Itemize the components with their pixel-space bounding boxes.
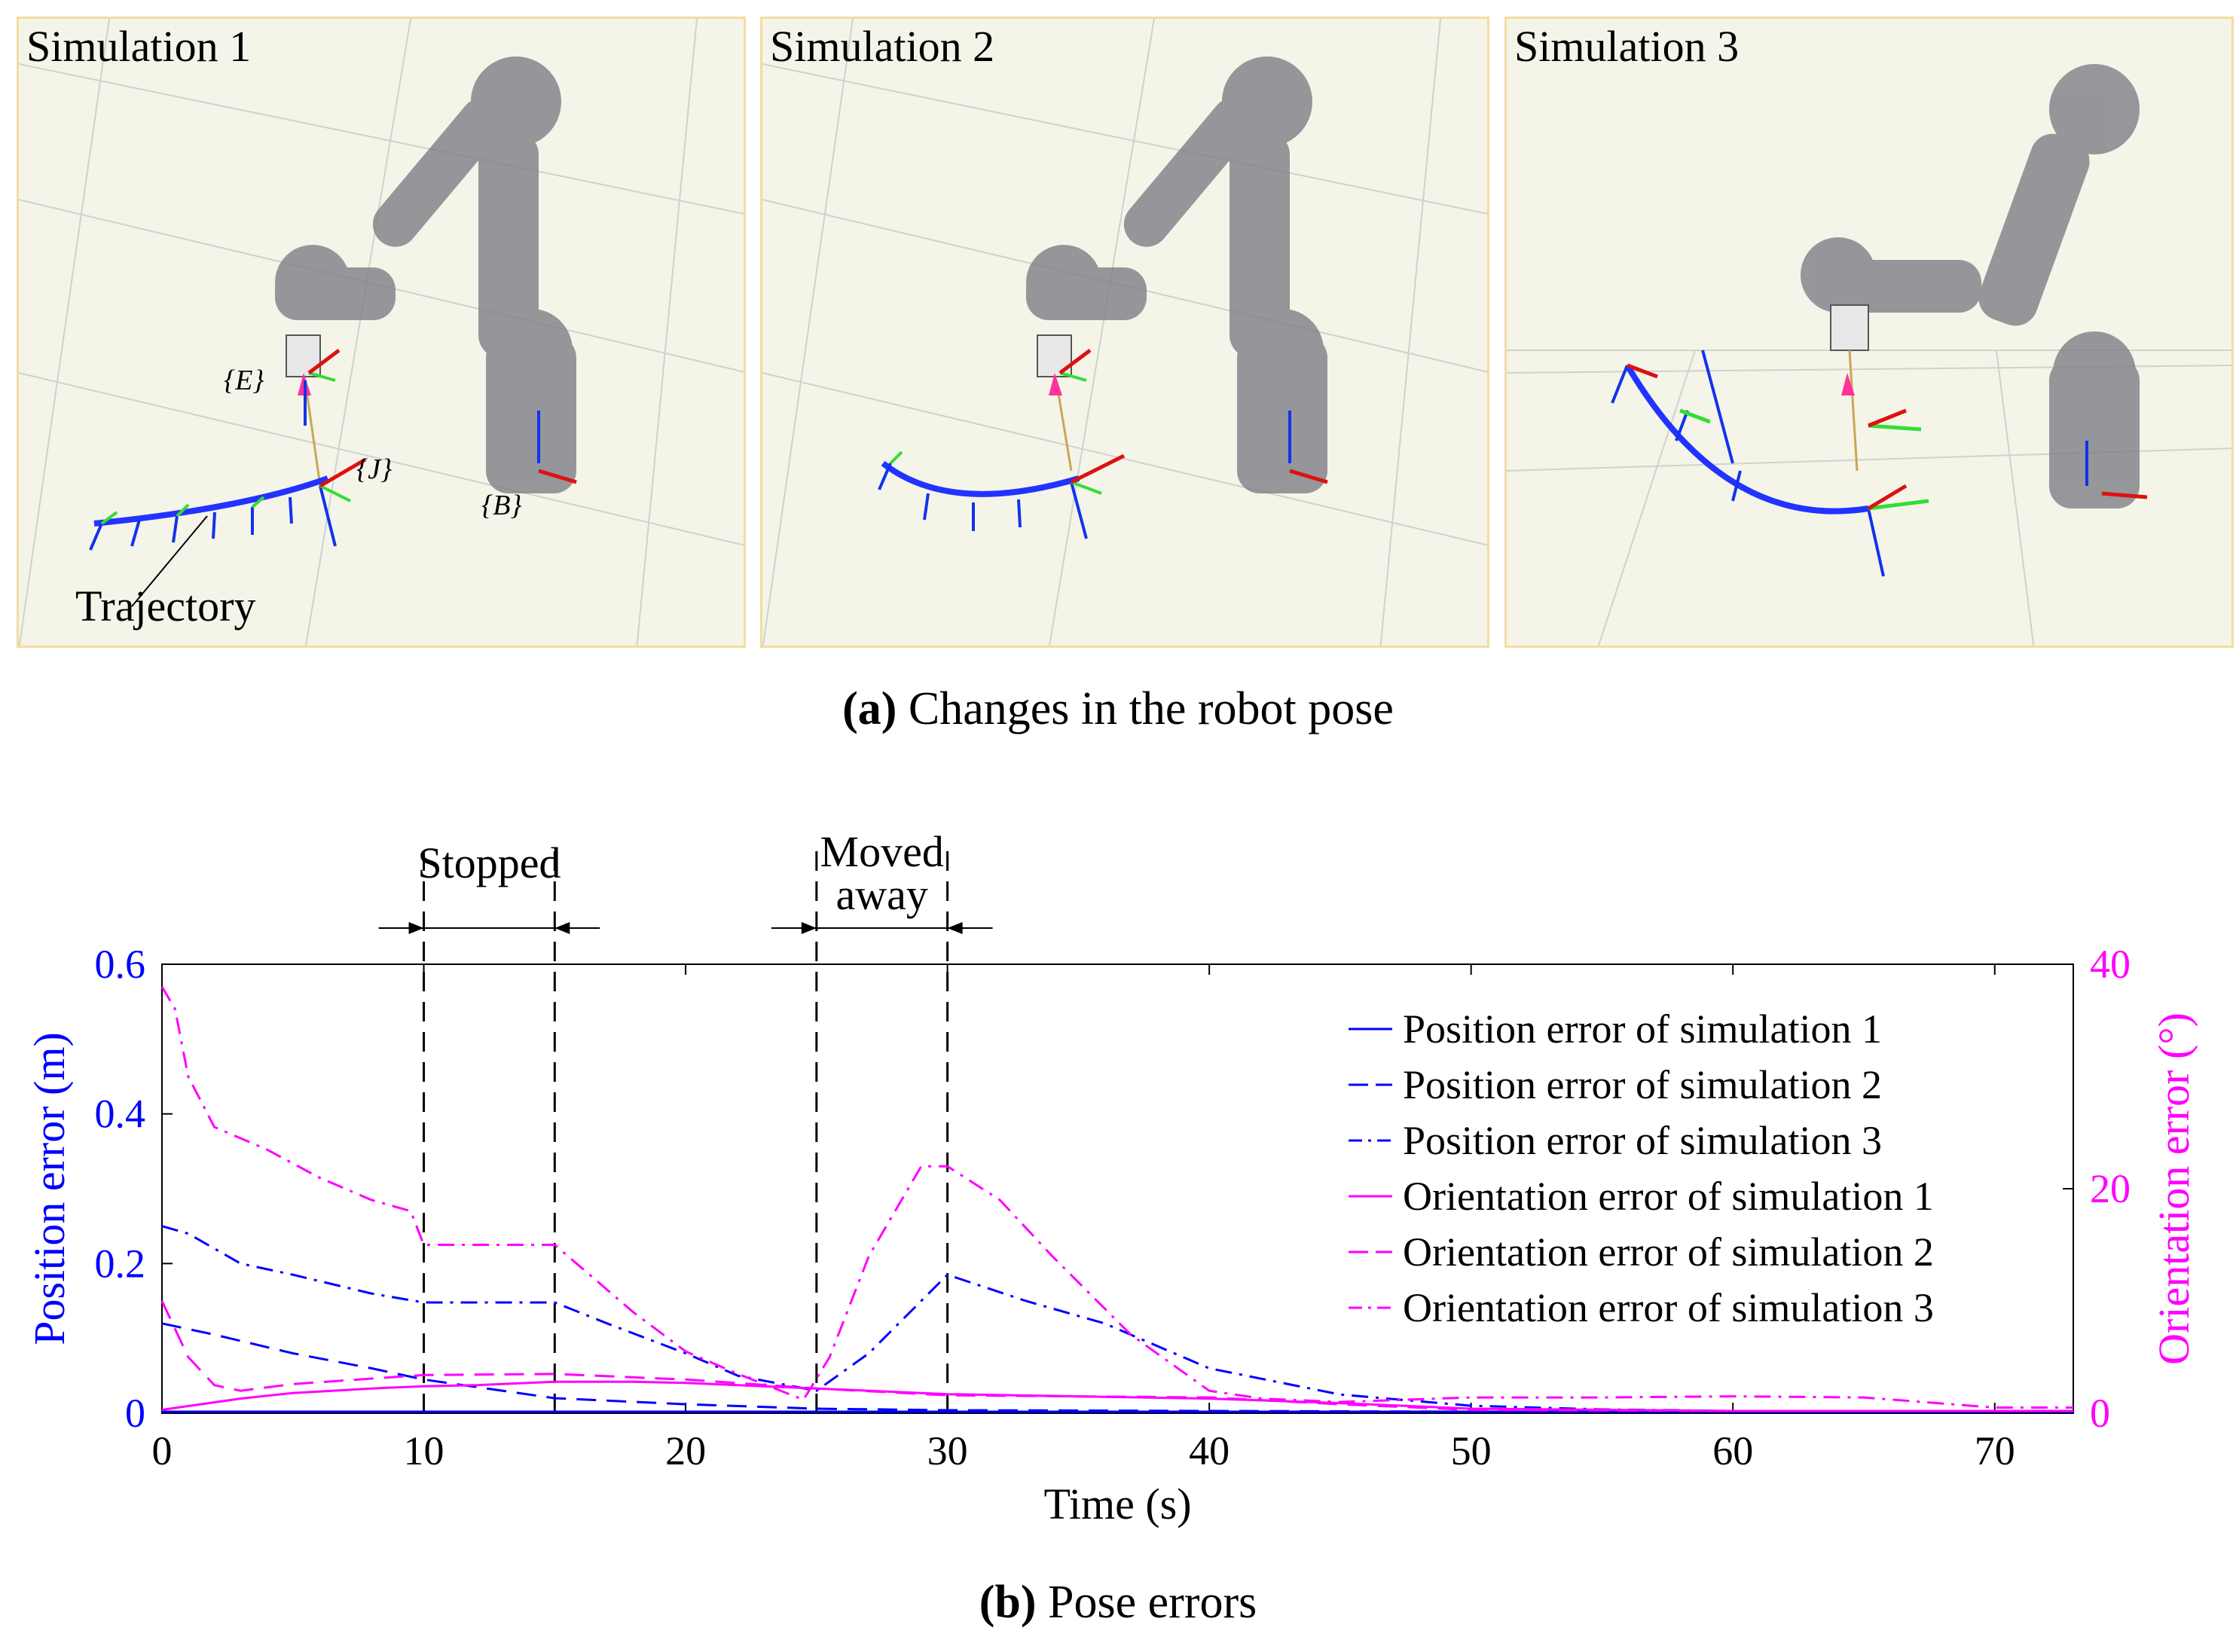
- robot-scene-3: [1507, 64, 2231, 646]
- frame-e-label: {E}: [224, 365, 264, 396]
- series-line-6: [160, 986, 2073, 1409]
- caption-a-text: Changes in the robot pose: [908, 683, 1394, 734]
- pose-error-chart: 0 10 20 30 40 50 60 70 0 0.2 0.4 0.6 0 20 40 Time (s) Po…: [25, 827, 2198, 1528]
- panel-title: Simulation 1: [26, 22, 252, 71]
- legend-label-6: Orientation error of simulation 3: [1403, 1285, 1934, 1330]
- panel-title: Simulation 2: [770, 22, 995, 71]
- x-tick-label: 70: [1975, 1428, 2015, 1473]
- x-tick-label: 0: [152, 1428, 173, 1473]
- x-tick-label: 30: [927, 1428, 968, 1473]
- y-right-tick-label: 0: [2090, 1391, 2110, 1436]
- y-right-tick-label: 40: [2090, 942, 2131, 987]
- trajectory-label: Trajectory: [75, 582, 256, 631]
- caption-a-letter: (a): [842, 683, 897, 734]
- series-line-2: [161, 1322, 2073, 1413]
- y-left-tick-label: 0: [125, 1391, 145, 1436]
- x-tick-label: 60: [1712, 1428, 1753, 1473]
- panel-title: Simulation 3: [1514, 22, 1740, 71]
- caption-a: (a) Changes in the robot pose: [0, 682, 2236, 736]
- y-left-tick-label: 0.2: [95, 1241, 146, 1286]
- x-axis-label: Time (s): [1043, 1479, 1191, 1528]
- event-arrowhead-right: [947, 922, 963, 934]
- simulation-panel-2: Simulation 2: [760, 17, 1489, 648]
- caption-b-letter: (b): [979, 1577, 1037, 1628]
- event-arrowhead-left: [801, 922, 817, 934]
- legend-label-1: Position error of simulation 1: [1403, 1006, 1882, 1052]
- event-label-away: away: [836, 870, 928, 919]
- legend-label-4: Orientation error of simulation 1: [1403, 1174, 1934, 1219]
- series-line-4: [161, 1380, 2073, 1412]
- simulation-panel-1: Simulation 1 {E} {J} {B} Trajectory: [17, 17, 746, 648]
- x-tick-label: 10: [404, 1428, 444, 1473]
- y-right-axis-label: Orientation error (°): [2149, 1012, 2198, 1365]
- caption-b: (b) Pose errors: [0, 1576, 2236, 1629]
- legend-label-5: Orientation error of simulation 2: [1403, 1229, 1934, 1275]
- event-arrowhead-right: [554, 922, 570, 934]
- x-tick-label: 20: [665, 1428, 706, 1473]
- series-line-5: [160, 1300, 2073, 1412]
- y-right-tick-label: 20: [2090, 1166, 2131, 1211]
- legend-label-3: Position error of simulation 3: [1403, 1118, 1882, 1163]
- caption-b-text: Pose errors: [1048, 1577, 1257, 1628]
- frame-j-label: {J}: [356, 453, 393, 485]
- y-left-tick-label: 0.4: [95, 1092, 146, 1137]
- frame-b-label: {B}: [481, 490, 522, 521]
- simulation-panel-3: Simulation 3: [1504, 17, 2234, 648]
- x-tick-label: 50: [1451, 1428, 1492, 1473]
- robot-scene-1: [19, 19, 744, 646]
- event-label-moved: Moved: [820, 827, 944, 876]
- series-line-3: [161, 1225, 2073, 1413]
- robot-scene-2: [762, 19, 1487, 646]
- legend-label-2: Position error of simulation 2: [1403, 1062, 1882, 1107]
- event-arrowhead-left: [408, 922, 424, 934]
- event-label-stopped: Stopped: [417, 838, 561, 887]
- x-tick-label: 40: [1189, 1428, 1229, 1473]
- y-left-axis-label: Position error (m): [25, 1032, 74, 1345]
- y-left-tick-label: 0.6: [95, 942, 146, 987]
